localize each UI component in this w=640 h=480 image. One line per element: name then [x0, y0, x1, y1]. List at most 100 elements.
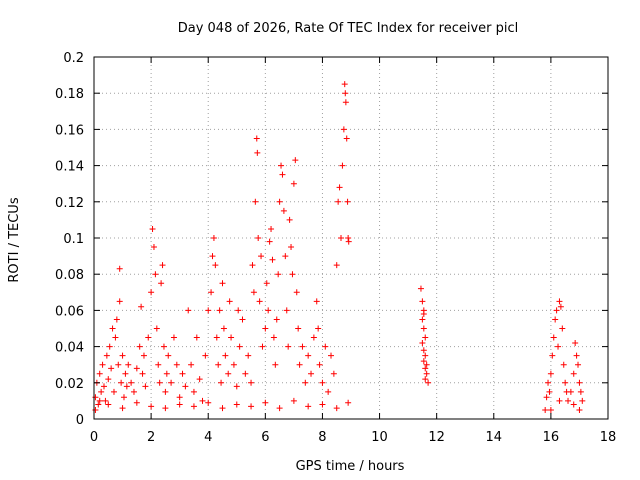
data-point	[270, 334, 277, 341]
data-points	[92, 81, 586, 413]
data-point	[263, 280, 270, 287]
data-point	[145, 334, 152, 341]
data-point	[239, 316, 246, 323]
data-point	[176, 394, 183, 401]
x-tick-label: 10	[371, 430, 388, 445]
data-point	[542, 406, 549, 413]
data-point	[419, 298, 426, 305]
data-point	[219, 280, 226, 287]
data-point	[253, 135, 260, 142]
x-tick-label: 18	[600, 430, 617, 445]
data-point	[322, 343, 329, 350]
data-point	[96, 370, 103, 377]
data-point	[115, 361, 122, 368]
data-point	[249, 262, 256, 269]
data-point	[552, 316, 559, 323]
data-point	[283, 307, 290, 314]
data-point	[150, 244, 157, 251]
x-tick-label: 0	[90, 430, 98, 445]
data-point	[276, 198, 283, 205]
data-point	[259, 343, 266, 350]
data-point	[230, 361, 237, 368]
y-tick-label: 0.2	[63, 51, 84, 66]
data-point	[420, 347, 427, 354]
data-point	[105, 376, 112, 383]
data-point	[269, 256, 276, 263]
data-point	[182, 383, 189, 390]
data-point	[422, 352, 429, 359]
data-point	[545, 379, 552, 386]
data-point	[128, 379, 135, 386]
x-tick-label: 14	[486, 430, 503, 445]
data-point	[290, 180, 297, 187]
data-point	[133, 365, 140, 372]
data-point	[285, 343, 292, 350]
data-point	[299, 343, 306, 350]
data-point	[148, 403, 155, 410]
data-point	[265, 307, 272, 314]
data-point	[345, 235, 352, 241]
data-point	[273, 316, 280, 323]
data-point	[213, 334, 220, 341]
data-point	[99, 361, 106, 368]
data-point	[139, 370, 146, 377]
y-tick-label: 0.16	[55, 123, 84, 138]
data-point	[148, 289, 155, 296]
data-point	[149, 225, 156, 232]
data-point	[105, 401, 112, 408]
data-point	[199, 397, 206, 404]
x-tick-label: 4	[204, 430, 212, 445]
data-point	[220, 325, 227, 332]
data-point	[579, 397, 586, 404]
data-point	[302, 379, 309, 386]
data-point	[278, 162, 285, 169]
data-point	[106, 343, 113, 350]
data-point	[565, 397, 572, 404]
data-point	[160, 343, 167, 350]
data-point	[562, 379, 569, 386]
data-point	[188, 361, 195, 368]
data-point	[110, 388, 117, 395]
data-point	[280, 207, 287, 214]
grid	[94, 57, 608, 419]
data-point	[125, 361, 132, 368]
data-point	[315, 325, 322, 332]
data-point	[576, 379, 583, 386]
data-point	[219, 405, 226, 412]
data-point	[190, 388, 197, 395]
data-point	[343, 135, 350, 142]
data-point	[546, 388, 553, 395]
x-tick-label: 16	[543, 430, 560, 445]
data-point	[108, 365, 115, 372]
data-point	[208, 289, 215, 296]
data-point	[319, 401, 326, 408]
data-point	[159, 262, 166, 269]
data-point	[420, 311, 427, 318]
data-point	[242, 370, 249, 377]
data-point	[133, 399, 140, 406]
data-point	[333, 405, 340, 412]
data-point	[116, 298, 123, 305]
data-point	[136, 343, 143, 350]
data-point	[130, 388, 137, 395]
data-point	[423, 370, 430, 377]
data-point	[272, 361, 279, 368]
x-axis-label: GPS time / hours	[296, 459, 405, 474]
data-point	[153, 325, 160, 332]
data-point	[173, 361, 180, 368]
data-point	[168, 379, 175, 386]
data-point	[560, 361, 567, 368]
data-point	[420, 358, 427, 365]
data-point	[420, 325, 427, 332]
y-tick-label: 0.1	[63, 232, 84, 247]
data-point	[205, 399, 212, 406]
data-point	[262, 325, 269, 332]
data-point	[419, 316, 426, 323]
data-point	[155, 361, 162, 368]
data-point	[296, 361, 303, 368]
data-point	[119, 405, 126, 412]
data-point	[547, 406, 554, 413]
data-point	[202, 352, 209, 359]
data-point	[423, 361, 430, 368]
data-point	[119, 352, 126, 359]
